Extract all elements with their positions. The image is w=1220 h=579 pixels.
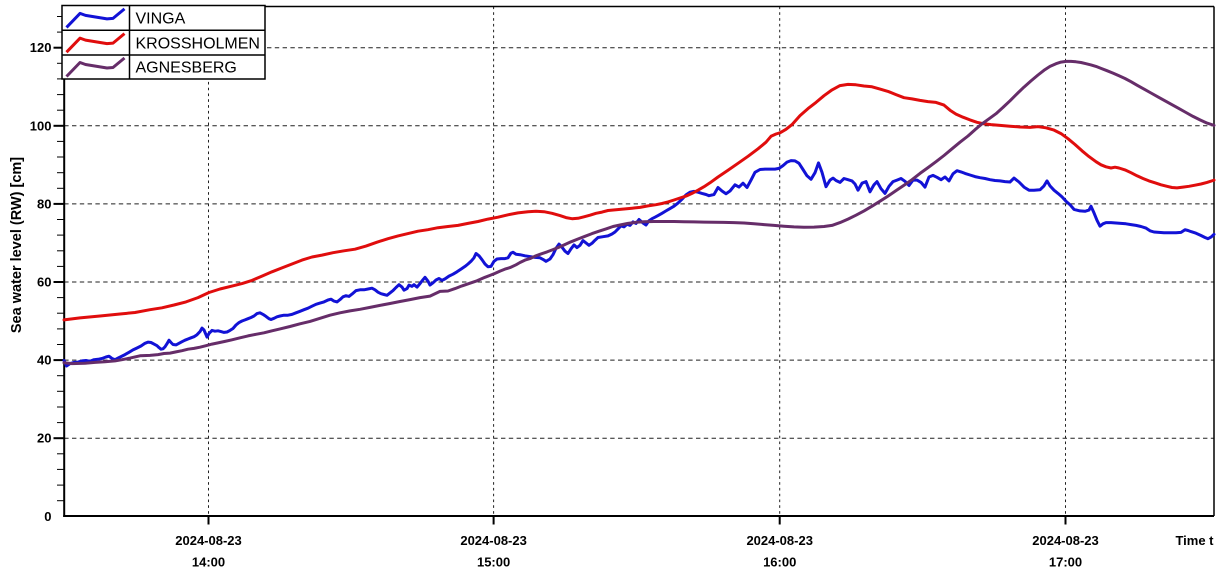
svg-text:14:00: 14:00 <box>192 555 225 570</box>
svg-text:20: 20 <box>37 431 51 446</box>
svg-text:Sea water level (RW) [cm]: Sea water level (RW) [cm] <box>9 157 25 333</box>
svg-text:Time t: Time t <box>1175 533 1214 548</box>
svg-text:2024-08-23: 2024-08-23 <box>746 533 813 548</box>
svg-text:120: 120 <box>30 40 52 55</box>
svg-text:15:00: 15:00 <box>477 555 510 570</box>
svg-text:40: 40 <box>37 353 51 368</box>
svg-text:0: 0 <box>44 509 51 524</box>
svg-text:16:00: 16:00 <box>763 555 796 570</box>
svg-text:100: 100 <box>30 118 52 133</box>
svg-text:60: 60 <box>37 275 51 290</box>
svg-text:17:00: 17:00 <box>1049 555 1082 570</box>
svg-text:VINGA: VINGA <box>136 11 186 28</box>
svg-text:2024-08-23: 2024-08-23 <box>175 533 242 548</box>
svg-text:AGNESBERG: AGNESBERG <box>136 60 237 77</box>
svg-text:KROSSHOLMEN: KROSSHOLMEN <box>136 35 260 52</box>
svg-text:80: 80 <box>37 196 51 211</box>
svg-text:2024-08-23: 2024-08-23 <box>460 533 527 548</box>
svg-text:2024-08-23: 2024-08-23 <box>1032 533 1099 548</box>
